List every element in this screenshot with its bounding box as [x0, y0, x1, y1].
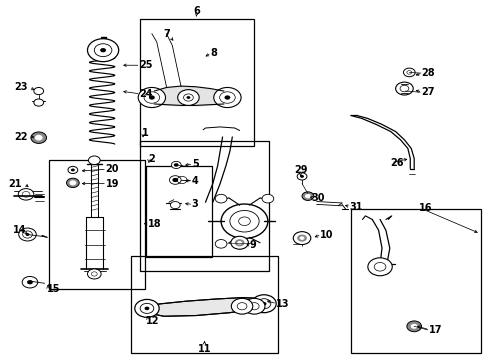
Bar: [49, 160, 144, 289]
Text: 23: 23: [14, 82, 28, 92]
Circle shape: [68, 166, 78, 174]
Bar: [131, 256, 277, 353]
Circle shape: [406, 321, 421, 332]
Text: 2: 2: [148, 154, 154, 164]
Circle shape: [243, 298, 264, 314]
Text: 14: 14: [13, 225, 26, 235]
Bar: [350, 210, 481, 353]
Circle shape: [173, 163, 178, 167]
Text: 28: 28: [420, 68, 434, 78]
Circle shape: [87, 269, 101, 279]
Bar: [140, 140, 268, 271]
Circle shape: [27, 280, 33, 284]
Bar: [140, 19, 254, 146]
Circle shape: [410, 324, 417, 329]
Text: 26: 26: [389, 158, 403, 168]
Text: 5: 5: [191, 159, 198, 169]
Circle shape: [149, 95, 155, 100]
Circle shape: [251, 295, 276, 313]
Text: 10: 10: [320, 230, 333, 239]
Circle shape: [138, 87, 165, 108]
Text: 8: 8: [210, 48, 217, 58]
Circle shape: [35, 135, 42, 140]
Circle shape: [305, 194, 310, 198]
Circle shape: [100, 48, 106, 52]
Circle shape: [299, 236, 304, 240]
Circle shape: [186, 96, 190, 99]
Circle shape: [237, 241, 242, 244]
Text: 1: 1: [142, 128, 148, 138]
Circle shape: [302, 192, 313, 201]
Circle shape: [221, 204, 267, 238]
Circle shape: [403, 68, 414, 77]
Circle shape: [18, 189, 34, 200]
Text: 30: 30: [311, 193, 325, 203]
Circle shape: [34, 87, 43, 95]
Text: 12: 12: [146, 316, 159, 325]
Circle shape: [297, 173, 306, 180]
Circle shape: [25, 233, 29, 236]
Circle shape: [172, 178, 178, 182]
Circle shape: [170, 202, 180, 209]
Circle shape: [234, 239, 244, 246]
Circle shape: [367, 258, 391, 276]
Circle shape: [230, 236, 248, 249]
Circle shape: [224, 95, 230, 100]
Text: 7: 7: [163, 29, 169, 39]
Circle shape: [66, 178, 79, 188]
Text: 4: 4: [191, 176, 198, 186]
Circle shape: [215, 239, 226, 248]
Circle shape: [171, 161, 181, 168]
Circle shape: [31, 132, 46, 143]
Circle shape: [395, 82, 412, 95]
Circle shape: [231, 298, 252, 314]
Text: 11: 11: [197, 343, 211, 354]
Circle shape: [34, 99, 43, 106]
Text: 9: 9: [249, 240, 256, 250]
Text: 27: 27: [420, 87, 434, 97]
Circle shape: [297, 234, 306, 242]
Text: 20: 20: [105, 164, 119, 174]
Text: 6: 6: [193, 6, 200, 16]
Circle shape: [177, 90, 199, 105]
Circle shape: [215, 194, 226, 203]
Text: 17: 17: [428, 325, 442, 335]
Text: 18: 18: [148, 219, 161, 229]
Circle shape: [22, 276, 38, 288]
Text: 31: 31: [348, 202, 362, 212]
Text: 19: 19: [105, 179, 119, 189]
Text: 25: 25: [140, 60, 153, 70]
Bar: [146, 166, 211, 257]
Text: 24: 24: [140, 89, 153, 99]
Circle shape: [300, 175, 304, 178]
Circle shape: [88, 156, 100, 165]
Polygon shape: [142, 298, 266, 316]
Circle shape: [87, 39, 119, 62]
Circle shape: [144, 307, 149, 310]
Circle shape: [69, 180, 76, 185]
Circle shape: [293, 231, 310, 244]
Circle shape: [135, 300, 159, 318]
Text: 22: 22: [14, 132, 28, 142]
Circle shape: [71, 168, 75, 171]
Text: 15: 15: [47, 284, 61, 294]
Circle shape: [261, 302, 266, 306]
Text: 3: 3: [191, 199, 198, 210]
Circle shape: [19, 228, 36, 241]
Circle shape: [213, 87, 241, 108]
Circle shape: [262, 194, 273, 203]
Text: 29: 29: [293, 165, 306, 175]
Text: 16: 16: [418, 203, 432, 213]
Circle shape: [169, 176, 181, 184]
Text: 21: 21: [9, 179, 22, 189]
Text: 13: 13: [276, 299, 289, 309]
